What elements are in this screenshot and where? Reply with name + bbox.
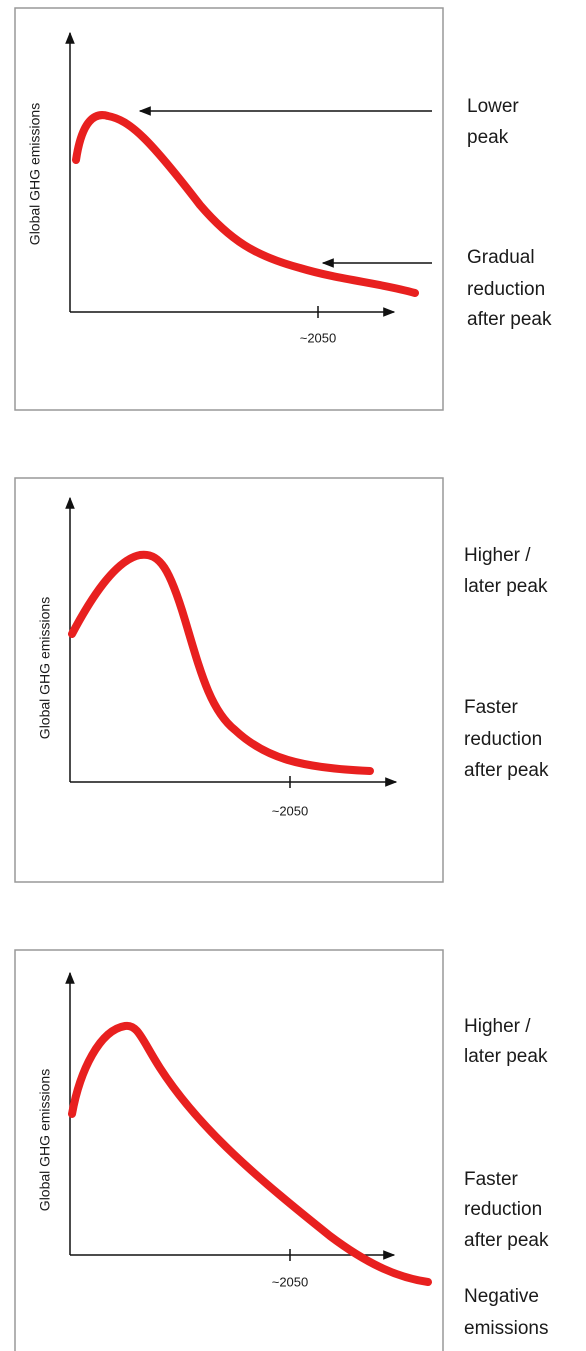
y-axis-label: Global GHG emissions — [37, 1069, 53, 1211]
x-tick-label: ~2050 — [272, 1274, 309, 1289]
annotation: later peak — [464, 576, 548, 597]
panel: ~2050 Global GHG emissions Lower peak Gr… — [14, 7, 552, 411]
annotation: later peak — [464, 1046, 548, 1067]
annotation: Faster — [464, 697, 519, 718]
annotation: Lower — [467, 96, 519, 117]
annotation: after peak — [464, 1230, 549, 1251]
annotation: Higher / — [464, 545, 531, 566]
emissions-curve — [68, 550, 374, 775]
annotation: reduction — [464, 1199, 542, 1220]
panel-frame — [14, 477, 444, 883]
panel-frame — [14, 7, 444, 411]
annotation: after peak — [464, 760, 549, 781]
panel: ~2050 Global GHG emissions Higher / late… — [14, 477, 549, 883]
annotation: Faster — [464, 1169, 519, 1190]
y-axis-label: Global GHG emissions — [37, 597, 53, 739]
annotation: reduction — [467, 279, 545, 300]
emissions-curve — [68, 1021, 432, 1286]
x-tick-label: ~2050 — [272, 803, 309, 818]
annotation: after peak — [467, 309, 552, 330]
annotation: Gradual — [467, 247, 535, 268]
annotation: Negative — [464, 1286, 539, 1307]
x-tick-label: ~2050 — [300, 330, 337, 345]
annotation: emissions — [464, 1318, 548, 1339]
annotation: Higher / — [464, 1016, 531, 1037]
panel: ~2050 Global GHG emissions Higher / late… — [14, 949, 549, 1351]
emissions-curve — [72, 111, 419, 297]
y-axis-label: Global GHG emissions — [27, 103, 43, 245]
annotation: reduction — [464, 729, 542, 750]
annotation: peak — [467, 127, 509, 148]
